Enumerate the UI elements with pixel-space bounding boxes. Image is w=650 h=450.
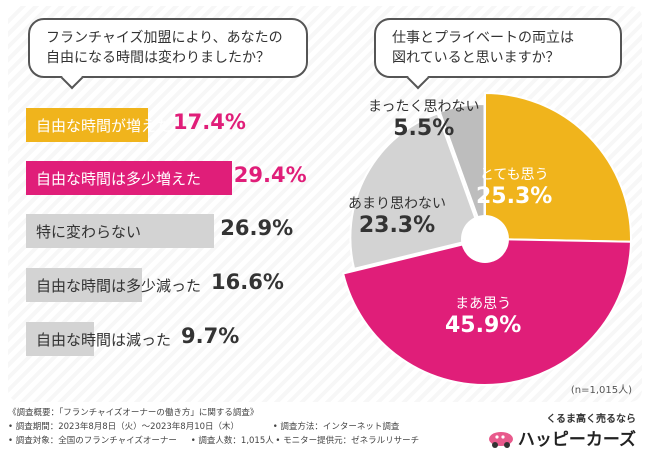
survey-count: • 調査人数：1,015人	[190, 436, 274, 446]
bar	[26, 108, 148, 142]
brand-logo: くるま高く売るなら ハッピーカーズ	[488, 410, 636, 450]
bar-label: 自由な時間は減った	[36, 330, 172, 349]
logo-brand-name: ハッピーカーズ	[517, 430, 636, 450]
survey-target: • 調査対象：全国のフランチャイズオーナー	[8, 436, 177, 446]
pie-label-name: とても思う	[479, 167, 549, 183]
bar-value-label: 17.4%	[173, 110, 246, 134]
pie-slice-very	[484, 91, 632, 243]
survey-monitor: • モニター提供元：ゼネラルリサーチ	[275, 436, 420, 446]
pie-slice-not-much	[349, 112, 484, 271]
bar-value-label: 26.9%	[220, 216, 294, 240]
pie-label-not-much: あまり思わない 23.3%	[348, 193, 446, 238]
bar-value-label: 9.7%	[181, 324, 240, 348]
pie-chart	[341, 91, 632, 386]
bar-label: 自由な時間は多少増えた	[36, 169, 202, 188]
logo-tagline: くるま高く売るなら	[546, 414, 636, 425]
bar	[26, 322, 94, 356]
bar-value-label: 16.6%	[211, 270, 284, 294]
pie-label-value: 45.9%	[445, 313, 522, 338]
pie-label-value: 25.3%	[476, 184, 553, 209]
bar-row: 自由な時間は多少増えた 29.4%	[26, 161, 307, 195]
bar-value-label: 29.4%	[233, 163, 307, 187]
pie-label-very: とても思う 25.3%	[476, 164, 552, 209]
pie-label-value: 5.5%	[393, 116, 455, 141]
right-question-bubble: 仕事とプライベートの両立は 図れていると思いますか？	[374, 18, 622, 90]
right-question-line2: 図れていると思いますか？	[392, 50, 560, 66]
bar-row: 自由な時間は減った 9.7%	[26, 322, 239, 356]
right-question-line1: 仕事とプライベートの両立は	[392, 30, 574, 46]
bar-row: 特に変わらない 26.9%	[26, 214, 293, 248]
pie-label-value: 23.3%	[358, 213, 436, 238]
survey-overview: 《調査概要：「フランチャイズオーナーの働き方」に関する調査》	[8, 408, 259, 418]
car-mascot-icon	[488, 431, 513, 448]
left-question-line2: 自由になる時間は変わりましたか？	[46, 50, 270, 66]
sample-size-note: (n=1,015人)	[570, 385, 632, 396]
bar-label: 自由な時間が増えた	[36, 116, 172, 135]
survey-method: • 調査方法：インターネット調査	[272, 422, 400, 432]
bar	[26, 214, 215, 248]
bar-row: 自由な時間は多少減った 16.6%	[26, 268, 284, 302]
left-question-line1: フランチャイズ加盟により、あなたの	[46, 30, 283, 46]
survey-footer: 《調査概要：「フランチャイズオーナーの働き方」に関する調査》 • 調査期間：20…	[8, 406, 419, 448]
pie-label-somewhat: まあ思う 45.9%	[445, 293, 521, 338]
survey-period: • 調査期間：2023年8月8日（火）〜2023年8月10日（木）	[8, 422, 240, 432]
bar	[26, 268, 143, 302]
pie-center-hole	[461, 215, 509, 263]
bar-row: 自由な時間が増えた 17.4%	[26, 108, 246, 142]
bar-label: 自由な時間は多少減った	[36, 276, 202, 295]
bar	[26, 161, 232, 195]
pie-label-not-at-all: まったく思わない 5.5%	[368, 96, 479, 141]
bar-label: 特に変わらない	[36, 222, 142, 241]
pie-slice-somewhat	[341, 237, 632, 386]
pie-label-name: まったく思わない	[368, 99, 480, 115]
chart-panel: フランチャイズ加盟により、あなたの 自由になる時間は変わりましたか？ 仕事とプラ…	[8, 6, 642, 402]
pie-label-name: あまり思わない	[348, 196, 446, 212]
pie-label-name: まあ思う	[455, 296, 512, 312]
pie-slice-not-at-all	[438, 103, 486, 237]
left-question-bubble: フランチャイズ加盟により、あなたの 自由になる時間は変わりましたか？	[28, 18, 308, 90]
